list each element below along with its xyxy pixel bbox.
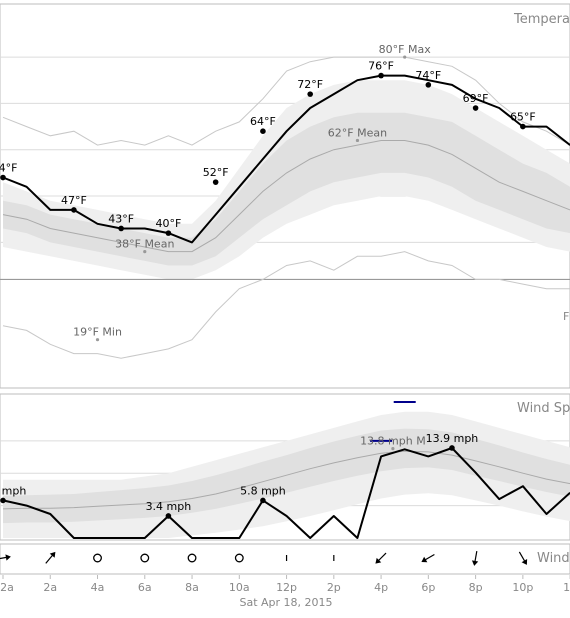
time-axis-tick-label: 12 <box>563 581 570 594</box>
wind-direction-arrow-icon <box>0 554 11 561</box>
temperature-annotation-label: 19°F Min <box>73 326 122 339</box>
time-axis-tick-label: 4p <box>374 581 388 594</box>
temperature-data-point <box>0 174 6 181</box>
time-axis-tick-label: 2a <box>43 581 57 594</box>
temperature-annotation-label: 62°F Mean <box>328 126 387 139</box>
temperature-data-label: 64°F <box>250 115 276 128</box>
temperature-annotation-marker <box>143 250 147 254</box>
temperature-annotation-marker <box>355 138 360 143</box>
wind-speed-observed-line <box>2 447 570 539</box>
temperature-data-point <box>118 225 124 232</box>
calm-wind-icon <box>234 553 244 563</box>
wind-speed-data-label: 3.4 mph <box>146 500 192 513</box>
time-axis-tick-label: 10p <box>512 581 533 594</box>
temperature-observed-line <box>2 74 570 244</box>
wind-speed-data-point <box>0 497 6 504</box>
time-axis-tick-label: 10a <box>229 581 250 594</box>
temperature-data-label: 65°F <box>510 111 536 124</box>
time-axis-tick-label: 6p <box>421 581 435 594</box>
time-axis-tick-label: 6a <box>138 581 152 594</box>
temperature-data-point <box>307 91 313 97</box>
temperature-annotation-label: 38°F Mean <box>115 238 174 251</box>
temperature-record-min-line <box>2 251 570 359</box>
temperature-data-point <box>71 207 77 213</box>
wind-direction-arrow-icon <box>471 551 479 566</box>
temperature-data-label: 74°F <box>415 69 441 82</box>
temperature-inner-normal-band <box>3 112 570 266</box>
time-axis: 2a 2a 4a 6a 8a 10a 12p 2p 4p 6p 8p 10p 12 <box>0 575 570 594</box>
wind-speed-panel: 13.8 mph M mph 3.4 mph 5.8 mph 13.9 mph Wind… <box>0 393 570 541</box>
wind-speed-panel-title: Wind Sp <box>517 401 570 416</box>
temperature-data-point <box>472 105 479 111</box>
date-label: Sat Apr 18, 2015 <box>239 596 332 609</box>
calm-wind-icon <box>187 553 197 563</box>
wind-speed-data-label: 5.8 mph <box>240 484 286 497</box>
wind-direction-panel-title: Wind <box>537 551 570 566</box>
wind-direction-arrow-icon <box>421 553 435 563</box>
temperature-panel-title: Tempera <box>513 12 570 27</box>
time-axis-tick-label: 8a <box>185 581 199 594</box>
time-axis-tick-label: 8p <box>469 581 483 594</box>
temperature-data-point <box>212 179 219 185</box>
calm-wind-icon <box>140 553 150 563</box>
wind-direction-panel-frame <box>0 543 570 575</box>
temperature-data-label: 72°F <box>297 78 323 91</box>
temperature-data-label: 43°F <box>108 212 134 225</box>
temperature-data-label: 76°F <box>368 60 394 73</box>
wind-speed-data-point <box>260 497 266 504</box>
temperature-data-label: 40°F <box>155 217 181 230</box>
wind-direction-arrow-icon <box>45 551 56 564</box>
temperature-data-label: 47°F <box>61 194 87 207</box>
temperature-data-point <box>520 123 526 130</box>
temperature-panel: 80°F Max 62°F Mean 38°F Mean 19°F Min 4°F 47°… <box>0 3 570 389</box>
temperature-data-label: 69°F <box>463 92 489 105</box>
wind-direction-glyph-layer <box>0 551 528 566</box>
temperature-data-point <box>378 72 384 79</box>
wind-speed-mean-line <box>2 450 570 510</box>
time-axis-tick-label: 2p <box>327 581 341 594</box>
temperature-annotation-marker <box>403 55 407 59</box>
wind-direction-arrow-icon <box>518 551 528 565</box>
temperature-data-point <box>260 128 266 134</box>
wind-direction-arrow-icon <box>375 552 387 564</box>
temperature-data-point <box>425 82 432 88</box>
temperature-annotation-marker <box>95 338 100 342</box>
temperature-data-label: 52°F <box>203 166 229 179</box>
freezing-line-label: F <box>563 310 569 323</box>
wind-speed-data-label: mph <box>2 484 27 497</box>
time-axis-tick-label: 12p <box>276 581 297 594</box>
wind-speed-plot-layer: 13.8 mph M mph 3.4 mph 5.8 mph 13.9 mph <box>0 401 570 539</box>
wind-speed-data-point <box>165 513 172 519</box>
wind-speed-annotation-marker <box>391 447 395 451</box>
time-axis-tick-label: 4a <box>91 581 105 594</box>
wind-speed-annotation-label: 13.8 mph M <box>360 435 426 448</box>
time-axis-tick-label: 2a <box>0 581 14 594</box>
temperature-annotation-label: 80°F Max <box>379 43 432 56</box>
temperature-plot-layer: 80°F Max 62°F Mean 38°F Mean 19°F Min 4°F 47°… <box>0 43 570 359</box>
temperature-record-max-line <box>2 56 570 146</box>
wind-speed-data-label: 13.9 mph <box>426 432 479 445</box>
temperature-data-label: 4°F <box>0 162 17 175</box>
temperature-data-point <box>165 230 172 236</box>
wind-direction-panel: Wind <box>0 543 570 575</box>
temperature-mean-line <box>2 140 570 253</box>
calm-wind-icon <box>93 553 102 563</box>
wind-speed-data-point <box>449 445 455 451</box>
